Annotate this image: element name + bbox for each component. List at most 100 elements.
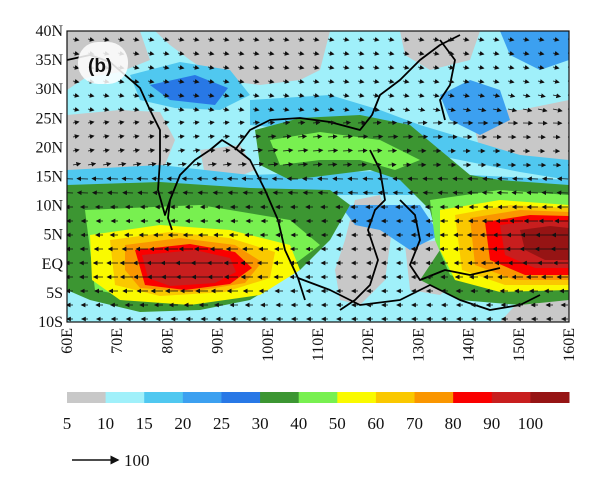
wind-vector — [372, 93, 380, 98]
colorbar-swatch — [414, 392, 454, 403]
wind-vector — [192, 93, 200, 98]
wind-vector — [312, 37, 320, 42]
wind-vector — [402, 65, 410, 70]
wind-vector — [282, 162, 294, 167]
wind-vector — [417, 65, 425, 70]
wind-vector — [132, 161, 142, 167]
wind-vector — [267, 37, 275, 42]
wind-vector — [162, 37, 170, 42]
longitude-label: 120E — [360, 328, 377, 362]
wind-vector — [192, 37, 200, 42]
wind-vector — [297, 79, 305, 84]
longitude-labels: 60E 70E 80E 90E 100E 110E 120E 130E 140E 150E 160E — [59, 328, 578, 362]
wind-vector — [72, 65, 80, 70]
wind-vector — [522, 79, 530, 84]
wind-vector — [282, 79, 290, 84]
wind-vector — [177, 162, 187, 167]
wind-vector — [297, 107, 305, 112]
wind-vector — [87, 148, 95, 153]
wind-vector — [207, 107, 215, 112]
wind-vector — [132, 148, 140, 153]
wind-vector — [327, 93, 335, 98]
wind-vector — [357, 37, 365, 42]
wind-vectors — [67, 37, 569, 322]
wind-vector — [237, 148, 246, 154]
colorbar-swatch — [453, 392, 493, 403]
wind-vector — [372, 79, 380, 84]
wind-vector — [297, 148, 309, 153]
latitude-label: 20N — [35, 139, 63, 156]
wind-vector — [507, 65, 515, 70]
wind-vector — [372, 65, 380, 70]
wind-vector — [492, 51, 500, 56]
wind-vector — [132, 107, 140, 112]
wind-vector — [372, 51, 380, 56]
wind-vector — [72, 161, 82, 167]
wind-vector — [237, 107, 245, 112]
wind-vector — [327, 79, 335, 84]
colorbar-swatch — [375, 392, 416, 403]
wind-vector — [237, 37, 245, 42]
wind-vector — [87, 120, 95, 125]
wind-vector — [147, 37, 155, 42]
wind-vector — [462, 79, 470, 84]
wind-vector — [387, 93, 395, 98]
wind-vector — [207, 51, 215, 56]
wind-vector — [267, 65, 275, 70]
wind-vector — [507, 37, 515, 42]
wind-vector — [207, 65, 215, 70]
wind-vector — [462, 65, 470, 70]
wind-vector — [297, 65, 305, 70]
wind-vector — [507, 93, 516, 98]
wind-vector — [417, 107, 426, 112]
wind-vector — [402, 93, 410, 98]
wind-vector — [222, 51, 230, 56]
longitude-label: 160E — [561, 328, 578, 362]
wind-vector — [477, 93, 485, 98]
wind-vector — [462, 51, 470, 56]
wind-vector — [117, 107, 125, 112]
wind-vector — [432, 37, 440, 42]
wind-vector — [222, 65, 230, 70]
wind-vector — [147, 161, 157, 167]
wind-vector — [507, 107, 518, 113]
wind-vector — [297, 37, 305, 42]
wind-vector — [177, 107, 185, 112]
wind-vector — [147, 93, 155, 98]
wind-vector — [447, 79, 455, 84]
wind-vector — [192, 162, 202, 167]
colorbar-swatch — [260, 392, 300, 403]
wind-vector — [147, 120, 155, 126]
colorbar-label: 70 — [406, 414, 423, 433]
wind-vector — [492, 65, 500, 70]
colorbar-label: 30 — [252, 414, 269, 433]
wind-vector — [387, 51, 395, 56]
wind-vector — [147, 148, 156, 153]
wind-vector — [552, 107, 563, 113]
wind-vector — [417, 79, 425, 84]
colorbar-label: 10 — [97, 414, 114, 433]
wind-vector — [492, 79, 500, 84]
wind-vector — [222, 148, 231, 154]
wind-vector — [207, 134, 215, 140]
wind-vector — [312, 79, 320, 84]
wind-vector — [117, 161, 127, 167]
wind-vector — [147, 107, 155, 112]
wind-vector — [87, 134, 95, 139]
wind-vector — [252, 134, 262, 140]
latitude-label: 10S — [38, 314, 63, 331]
wind-vector — [417, 37, 425, 42]
wind-vector — [162, 107, 170, 112]
colorbar-swatch — [530, 392, 570, 403]
longitude-label: 70E — [109, 328, 126, 354]
latitude-label: 15N — [35, 169, 63, 186]
wind-vector — [447, 93, 455, 98]
wind-vector — [237, 79, 245, 84]
wind-vector — [192, 65, 200, 70]
wind-vector — [342, 65, 350, 70]
wind-vector — [177, 93, 185, 98]
wind-vector — [357, 65, 365, 70]
longitude-label: 110E — [310, 328, 327, 361]
wind-vector — [87, 107, 95, 112]
wind-vector — [87, 37, 95, 42]
